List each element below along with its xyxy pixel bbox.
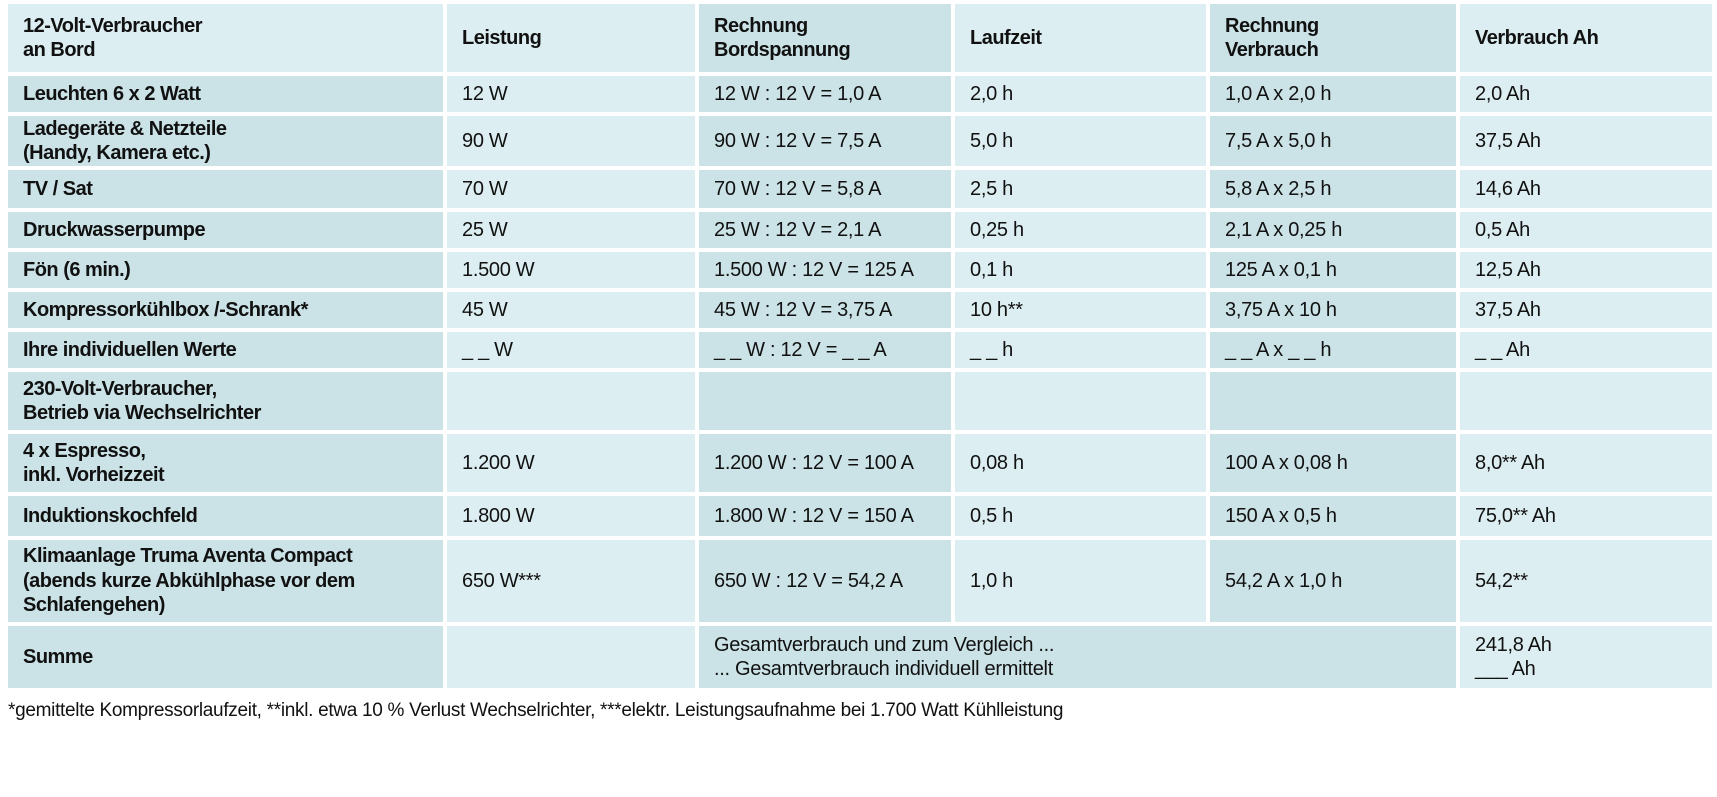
cell-leistung: 1.200 W xyxy=(447,434,695,492)
cell-leistung: 12 W xyxy=(447,76,695,112)
consumption-table: 12-Volt-Verbraucher an Bord Leistung Rec… xyxy=(8,4,1712,688)
header-cell-leistung: Leistung xyxy=(447,4,695,72)
cell-verbrauch-ah: 37,5 Ah xyxy=(1460,116,1712,166)
cell-rechnung-bordspannung: 70 W : 12 V = 5,8 A xyxy=(699,170,951,208)
cell-rechnung-bordspannung: 12 W : 12 V = 1,0 A xyxy=(699,76,951,112)
cell-laufzeit xyxy=(955,372,1206,430)
cell-verbrauch-ah: 37,5 Ah xyxy=(1460,292,1712,328)
cell-rechnung-verbrauch: 150 A x 0,5 h xyxy=(1210,496,1456,536)
cell-verbrauch-ah: 75,0** Ah xyxy=(1460,496,1712,536)
row-label: Kompressorkühlbox /-Schrank* xyxy=(8,292,443,328)
cell-verbrauch-ah: 12,5 Ah xyxy=(1460,252,1712,288)
header-cell-rechnung-bordspannung: Rechnung Bordspannung xyxy=(699,4,951,72)
cell-verbrauch-ah: 54,2** xyxy=(1460,540,1712,622)
cell-rechnung-verbrauch: 2,1 A x 0,25 h xyxy=(1210,212,1456,248)
cell-laufzeit: 0,5 h xyxy=(955,496,1206,536)
sum-cell-leistung xyxy=(447,626,695,688)
row-label: Druckwasserpumpe xyxy=(8,212,443,248)
header-cell-laufzeit: Laufzeit xyxy=(955,4,1206,72)
cell-rechnung-bordspannung: 650 W : 12 V = 54,2 A xyxy=(699,540,951,622)
cell-leistung: 650 W*** xyxy=(447,540,695,622)
cell-rechnung-bordspannung: 45 W : 12 V = 3,75 A xyxy=(699,292,951,328)
cell-rechnung-verbrauch: 100 A x 0,08 h xyxy=(1210,434,1456,492)
cell-laufzeit: 0,1 h xyxy=(955,252,1206,288)
cell-verbrauch-ah: 14,6 Ah xyxy=(1460,170,1712,208)
cell-laufzeit: 10 h** xyxy=(955,292,1206,328)
cell-laufzeit: 2,0 h xyxy=(955,76,1206,112)
cell-rechnung-verbrauch: 1,0 A x 2,0 h xyxy=(1210,76,1456,112)
cell-leistung: 1.500 W xyxy=(447,252,695,288)
cell-rechnung-verbrauch: 125 A x 0,1 h xyxy=(1210,252,1456,288)
cell-verbrauch-ah: 0,5 Ah xyxy=(1460,212,1712,248)
cell-rechnung-verbrauch: _ _ A x _ _ h xyxy=(1210,332,1456,368)
cell-rechnung-bordspannung: 1.500 W : 12 V = 125 A xyxy=(699,252,951,288)
cell-leistung xyxy=(447,372,695,430)
cell-verbrauch-ah: _ _ Ah xyxy=(1460,332,1712,368)
cell-laufzeit: 5,0 h xyxy=(955,116,1206,166)
cell-rechnung-verbrauch xyxy=(1210,372,1456,430)
cell-rechnung-bordspannung xyxy=(699,372,951,430)
cell-verbrauch-ah: 8,0** Ah xyxy=(1460,434,1712,492)
cell-rechnung-bordspannung: 1.800 W : 12 V = 150 A xyxy=(699,496,951,536)
cell-rechnung-verbrauch: 5,8 A x 2,5 h xyxy=(1210,170,1456,208)
cell-rechnung-bordspannung: 90 W : 12 V = 7,5 A xyxy=(699,116,951,166)
header-cell-consumer: 12-Volt-Verbraucher an Bord xyxy=(8,4,443,72)
cell-laufzeit: 2,5 h xyxy=(955,170,1206,208)
row-label: TV / Sat xyxy=(8,170,443,208)
header-cell-verbrauch-ah: Verbrauch Ah xyxy=(1460,4,1712,72)
cell-rechnung-verbrauch: 7,5 A x 5,0 h xyxy=(1210,116,1456,166)
row-label-section-230v: 230-Volt-Verbraucher, Betrieb via Wechse… xyxy=(8,372,443,430)
cell-leistung: _ _ W xyxy=(447,332,695,368)
cell-rechnung-verbrauch: 3,75 A x 10 h xyxy=(1210,292,1456,328)
cell-verbrauch-ah: 2,0 Ah xyxy=(1460,76,1712,112)
row-label: Induktionskochfeld xyxy=(8,496,443,536)
row-label: 4 x Espresso, inkl. Vorheizzeit xyxy=(8,434,443,492)
row-label: Fön (6 min.) xyxy=(8,252,443,288)
sum-row-label: Summe xyxy=(8,626,443,688)
row-label: Ladegeräte & Netzteile (Handy, Kamera et… xyxy=(8,116,443,166)
cell-laufzeit: _ _ h xyxy=(955,332,1206,368)
header-cell-rechnung-verbrauch: Rechnung Verbrauch xyxy=(1210,4,1456,72)
cell-laufzeit: 0,08 h xyxy=(955,434,1206,492)
cell-leistung: 90 W xyxy=(447,116,695,166)
sum-cell-gesamtverbrauch: Gesamtverbrauch und zum Vergleich ... ..… xyxy=(699,626,1456,688)
cell-rechnung-verbrauch: 54,2 A x 1,0 h xyxy=(1210,540,1456,622)
cell-rechnung-bordspannung: 1.200 W : 12 V = 100 A xyxy=(699,434,951,492)
cell-verbrauch-ah xyxy=(1460,372,1712,430)
row-label: Leuchten 6 x 2 Watt xyxy=(8,76,443,112)
cell-rechnung-bordspannung: _ _ W : 12 V = _ _ A xyxy=(699,332,951,368)
cell-leistung: 25 W xyxy=(447,212,695,248)
cell-laufzeit: 1,0 h xyxy=(955,540,1206,622)
sum-cell-verbrauch-ah: 241,8 Ah ___ Ah xyxy=(1460,626,1712,688)
cell-laufzeit: 0,25 h xyxy=(955,212,1206,248)
cell-leistung: 45 W xyxy=(447,292,695,328)
cell-rechnung-bordspannung: 25 W : 12 V = 2,1 A xyxy=(699,212,951,248)
table-footnote: *gemittelte Kompressorlaufzeit, **inkl. … xyxy=(8,700,1064,721)
row-label: Klimaanlage Truma Aventa Compact (abends… xyxy=(8,540,443,622)
cell-leistung: 70 W xyxy=(447,170,695,208)
row-label: Ihre individuellen Werte xyxy=(8,332,443,368)
cell-leistung: 1.800 W xyxy=(447,496,695,536)
